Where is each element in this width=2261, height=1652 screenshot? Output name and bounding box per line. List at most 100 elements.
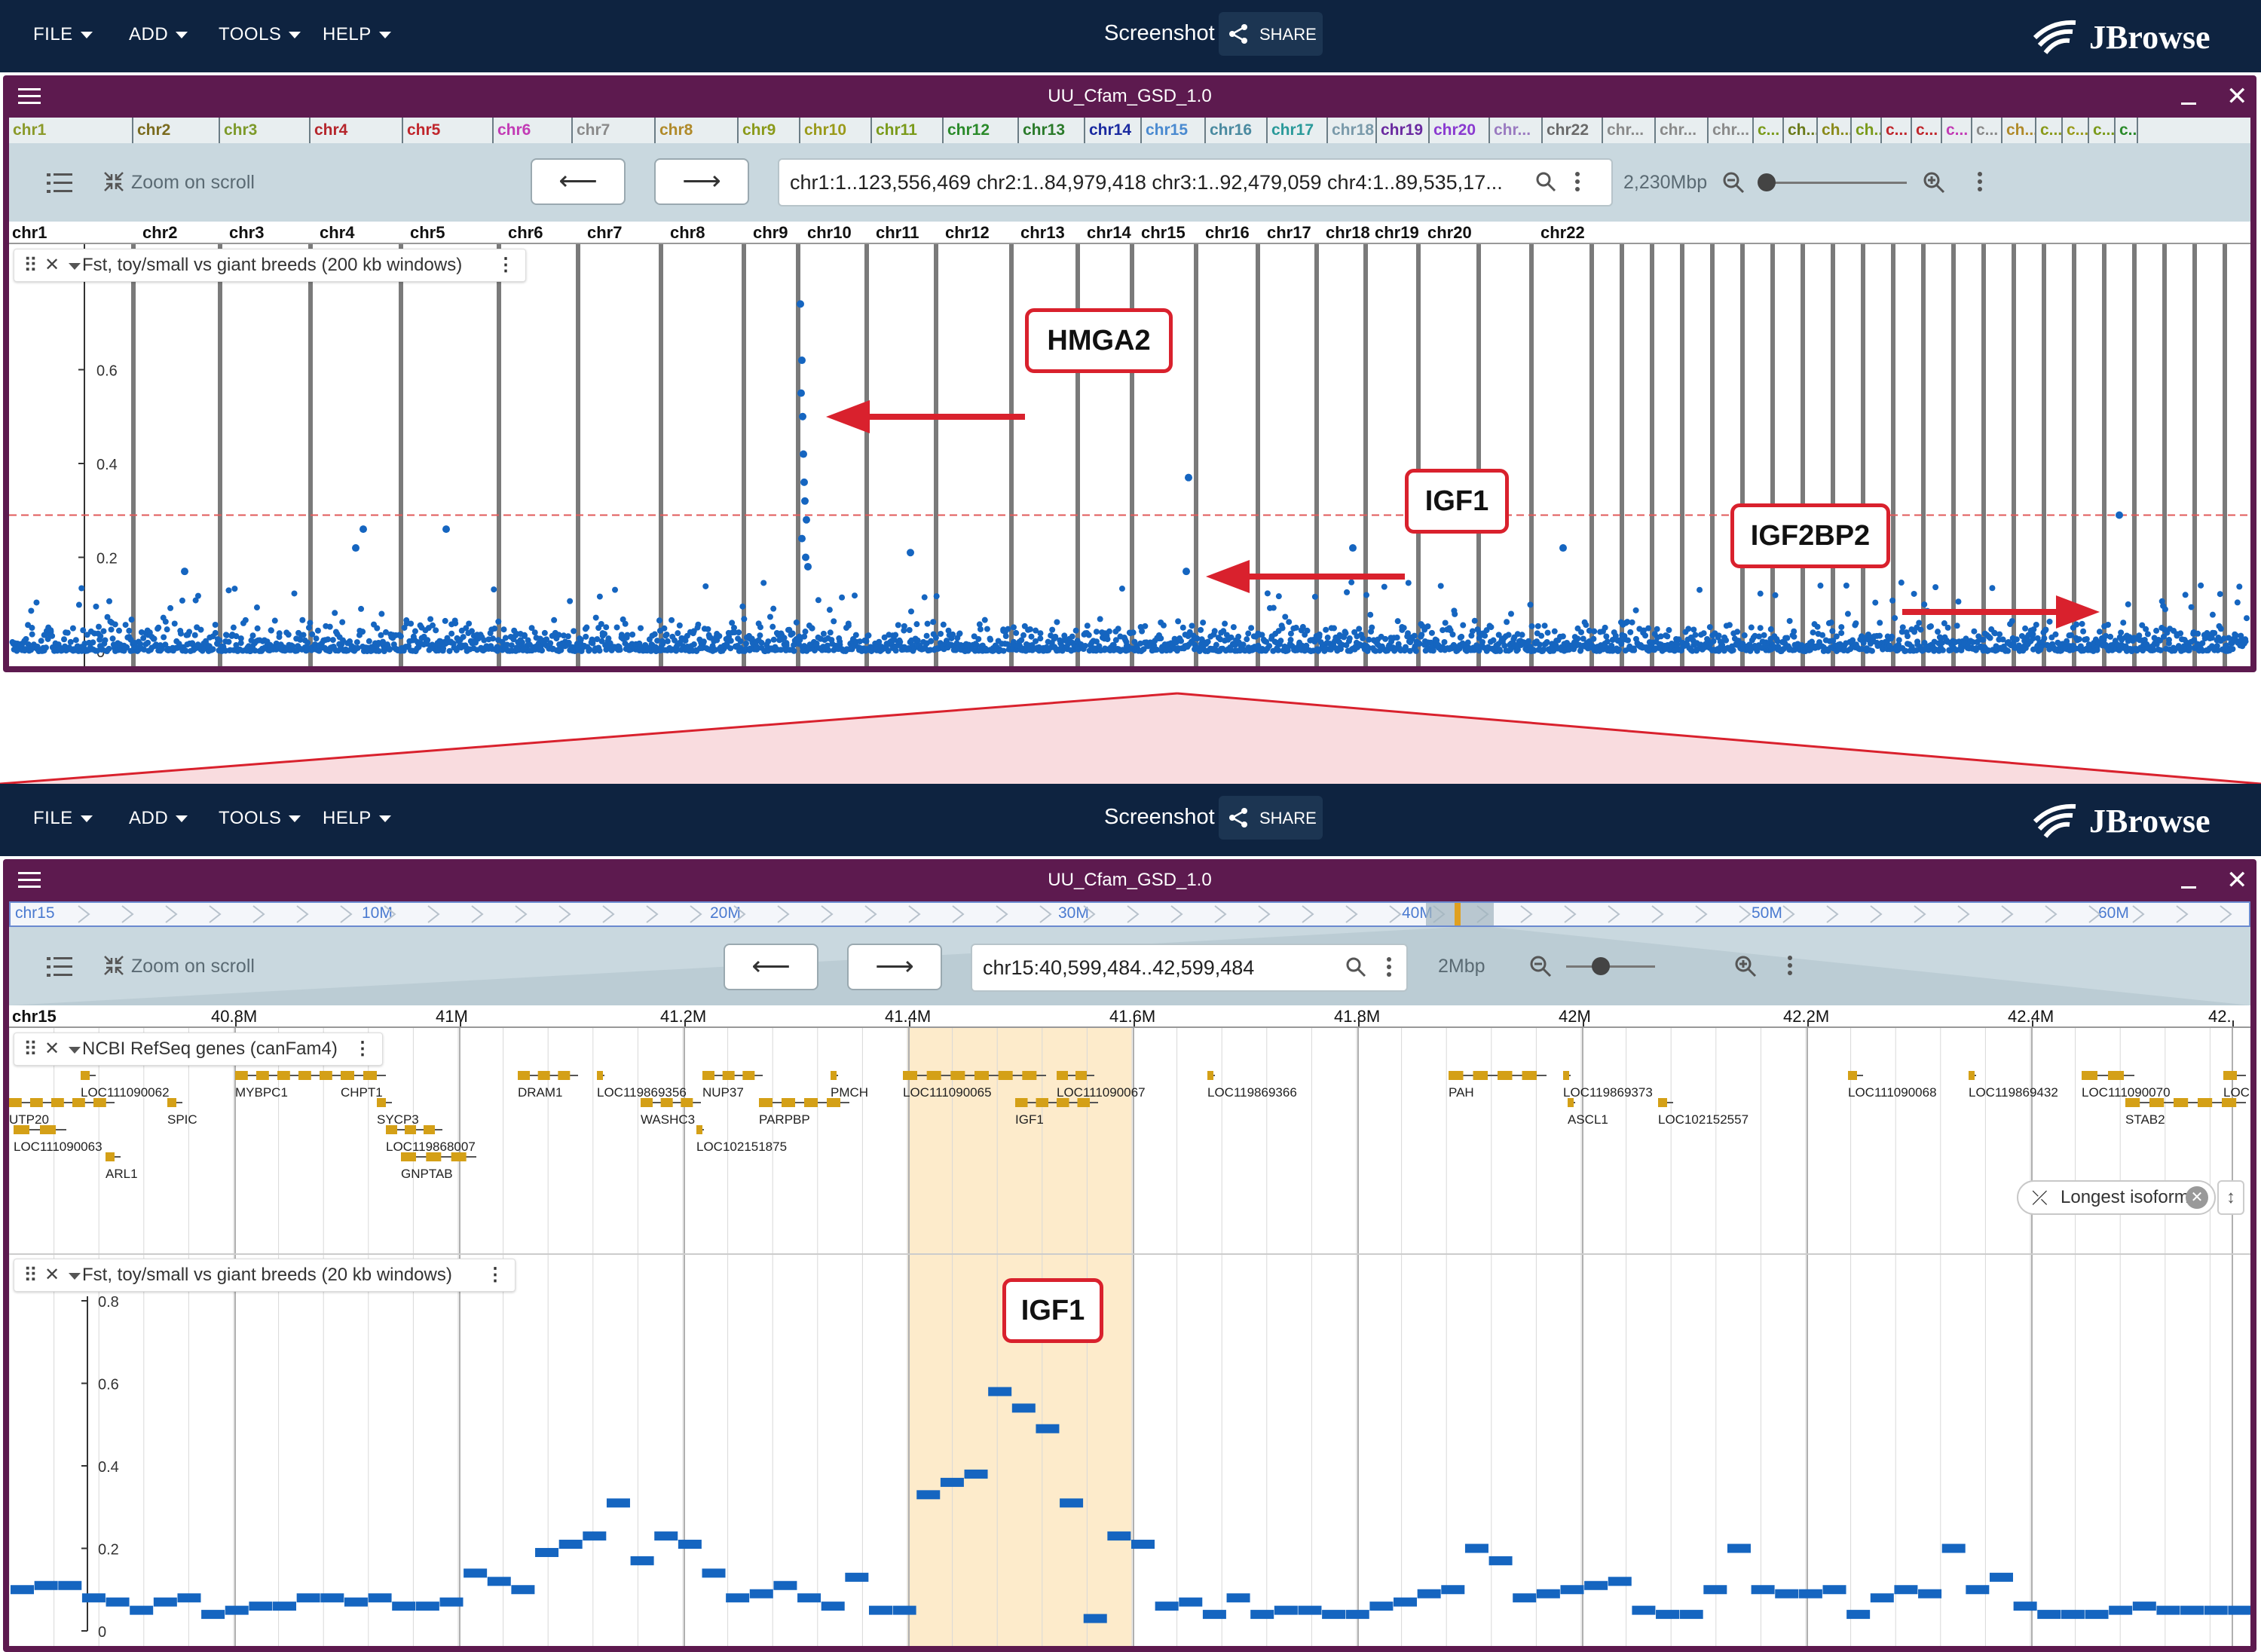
overview-chr-27[interactable]: ch... — [1818, 118, 1852, 143]
hamburger-menu-icon[interactable] — [18, 870, 41, 890]
overview-chr-32[interactable]: c... — [1972, 118, 2002, 143]
overview-chr-15[interactable]: chr16 — [1206, 118, 1268, 143]
share-button[interactable]: SHARE — [1219, 796, 1323, 840]
chevron-down-icon[interactable] — [69, 1273, 81, 1280]
overview-chr-0[interactable]: chr1 — [9, 118, 133, 143]
zoom-on-scroll-icon[interactable] — [102, 954, 125, 977]
minimize-icon[interactable] — [2181, 886, 2196, 889]
overview-chr-16[interactable]: chr17 — [1268, 118, 1328, 143]
overview-chr-36[interactable]: c... — [2089, 118, 2116, 143]
minimize-icon[interactable] — [2181, 102, 2196, 105]
overview-chr-14[interactable]: chr15 — [1142, 118, 1206, 143]
menu-help[interactable]: HELP — [323, 24, 391, 45]
fst-200kb-plot[interactable]: 0.80.60.40.20 — [9, 244, 2250, 666]
overview-chr-24[interactable]: chr... — [1709, 118, 1754, 143]
track-menu-icon[interactable]: ⋮ — [486, 1265, 504, 1285]
overview-chr-11[interactable]: chr12 — [944, 118, 1019, 143]
ruler[interactable]: chr15 40.8M 41M 41.2M 41.4M 41.6M 41.8M 42M 42.2… — [9, 1005, 2250, 1028]
overview-chr-31[interactable]: c... — [1942, 118, 1972, 143]
more-options-icon[interactable] — [1385, 956, 1393, 978]
close-track-icon[interactable]: ✕ — [44, 1265, 60, 1285]
zoom-in-icon[interactable] — [1733, 954, 1758, 978]
location-input[interactable]: chr1:1..123,556,469 chr2:1..84,979,418 c… — [778, 158, 1613, 206]
more-options-icon[interactable] — [1574, 170, 1581, 193]
overview-chr-2[interactable]: chr3 — [220, 118, 311, 143]
zoom-slider[interactable] — [1759, 182, 1907, 184]
overview-chr-8[interactable]: chr9 — [739, 118, 800, 143]
track-menu-icon[interactable]: ⋮ — [353, 1039, 372, 1059]
drag-handle-icon[interactable]: ⠿ — [23, 1264, 38, 1286]
overview-chr-30[interactable]: c... — [1912, 118, 1942, 143]
search-icon[interactable] — [1345, 956, 1367, 978]
ruler[interactable]: chr1 chr2 chr3 chr4 chr5 chr6 chr7 chr8 chr9 chr1… — [9, 222, 2250, 244]
track-label-fst-20kb[interactable]: ⠿ ✕ Fst, toy/small vs giant breeds (20 k… — [14, 1259, 516, 1292]
overview-chr-19[interactable]: chr20 — [1430, 118, 1490, 143]
bottom-tracks-plot[interactable]: LOC111090062 MYBPC1 CHPT1 DRAM1 LOC119869356… — [9, 1028, 2250, 1646]
track-selector-icon[interactable] — [47, 956, 72, 978]
close-track-icon[interactable]: ✕ — [44, 1039, 60, 1059]
overview-chr-20[interactable]: chr... — [1490, 118, 1543, 143]
overview-chr-13[interactable]: chr14 — [1085, 118, 1142, 143]
clear-chip-icon[interactable]: ✕ — [2186, 1186, 2208, 1209]
overview-chr-35[interactable]: c... — [2063, 118, 2089, 143]
pan-right-button[interactable]: ⟶ — [847, 944, 942, 990]
longest-isoform-chip[interactable]: ⤫ Longest isoform ✕ — [2017, 1180, 2216, 1215]
location-input[interactable]: chr15:40,599,484..42,599,484 — [971, 944, 1408, 992]
menu-add[interactable]: ADD — [129, 808, 188, 829]
drag-handle-icon[interactable]: ⠿ — [23, 1038, 38, 1060]
close-view-icon[interactable]: ✕ — [2226, 82, 2248, 111]
overview-scale-bar[interactable]: chr1 chr2 chr3 chr4 chr5 chr6 chr7 chr8 chr9 chr1… — [9, 118, 2250, 143]
view-menu-icon[interactable] — [1976, 170, 1984, 193]
menu-tools[interactable]: TOOLS — [219, 808, 301, 829]
chevron-down-icon[interactable] — [69, 263, 81, 270]
view-menu-icon[interactable] — [1786, 954, 1794, 977]
hamburger-menu-icon[interactable] — [18, 87, 41, 106]
chevron-down-icon[interactable] — [69, 1047, 81, 1054]
overview-chr-26[interactable]: ch... — [1784, 118, 1818, 143]
expand-height-icon[interactable]: ↕ — [2217, 1180, 2244, 1215]
overview-chr-37[interactable]: c... — [2116, 118, 2138, 143]
drag-handle-icon[interactable]: ⠿ — [23, 254, 38, 277]
track-label-refseq-genes[interactable]: ⠿ ✕ NCBI RefSeq genes (canFam4) ⋮ — [14, 1032, 383, 1066]
pan-right-button[interactable]: ⟶ — [654, 158, 749, 205]
pan-left-button[interactable]: ⟵ — [724, 944, 818, 990]
overview-chr-9[interactable]: chr10 — [800, 118, 872, 143]
menu-tools[interactable]: TOOLS — [219, 24, 301, 45]
pan-left-button[interactable]: ⟵ — [531, 158, 626, 205]
zoom-on-scroll-icon[interactable] — [102, 170, 125, 193]
overview-chr-29[interactable]: c... — [1882, 118, 1912, 143]
zoom-out-icon[interactable] — [1528, 954, 1553, 978]
overview-chr-23[interactable]: chr... — [1656, 118, 1709, 143]
menu-help[interactable]: HELP — [323, 808, 391, 829]
share-button[interactable]: SHARE — [1219, 12, 1323, 56]
overview-chr-12[interactable]: chr13 — [1019, 118, 1085, 143]
zoom-in-icon[interactable] — [1922, 170, 1946, 194]
track-menu-icon[interactable]: ⋮ — [497, 255, 515, 275]
menu-add[interactable]: ADD — [129, 24, 188, 45]
zoom-slider-thumb[interactable] — [1758, 173, 1776, 191]
overview-scale-bar[interactable]: chr15 10M 20M 30M 40M 50M 60M — [9, 901, 2250, 927]
overview-chr-33[interactable]: ch... — [2002, 118, 2036, 143]
track-selector-icon[interactable] — [47, 172, 72, 194]
menu-file[interactable]: FILE — [33, 24, 93, 45]
overview-chr-4[interactable]: chr5 — [403, 118, 494, 143]
zoom-slider-thumb[interactable] — [1592, 957, 1610, 975]
overview-chr-25[interactable]: c... — [1754, 118, 1784, 143]
overview-chr-17[interactable]: chr18 — [1328, 118, 1377, 143]
overview-chr-28[interactable]: ch... — [1852, 118, 1882, 143]
close-view-icon[interactable]: ✕ — [2226, 866, 2248, 895]
overview-chr-22[interactable]: chr... — [1603, 118, 1656, 143]
overview-chr-34[interactable]: c... — [2036, 118, 2063, 143]
overview-chr-10[interactable]: chr11 — [872, 118, 944, 143]
track-label-fst-200kb[interactable]: ⠿ ✕ Fst, toy/small vs giant breeds (200 … — [14, 249, 526, 282]
overview-chr-1[interactable]: chr2 — [133, 118, 220, 143]
overview-chr-5[interactable]: chr6 — [494, 118, 573, 143]
overview-chr-6[interactable]: chr7 — [573, 118, 656, 143]
overview-chr-21[interactable]: chr22 — [1543, 118, 1603, 143]
menu-file[interactable]: FILE — [33, 808, 93, 829]
overview-chr-3[interactable]: chr4 — [311, 118, 403, 143]
overview-chr-7[interactable]: chr8 — [656, 118, 739, 143]
overview-chr-18[interactable]: chr19 — [1377, 118, 1430, 143]
close-track-icon[interactable]: ✕ — [44, 255, 60, 275]
zoom-slider[interactable] — [1566, 965, 1655, 968]
